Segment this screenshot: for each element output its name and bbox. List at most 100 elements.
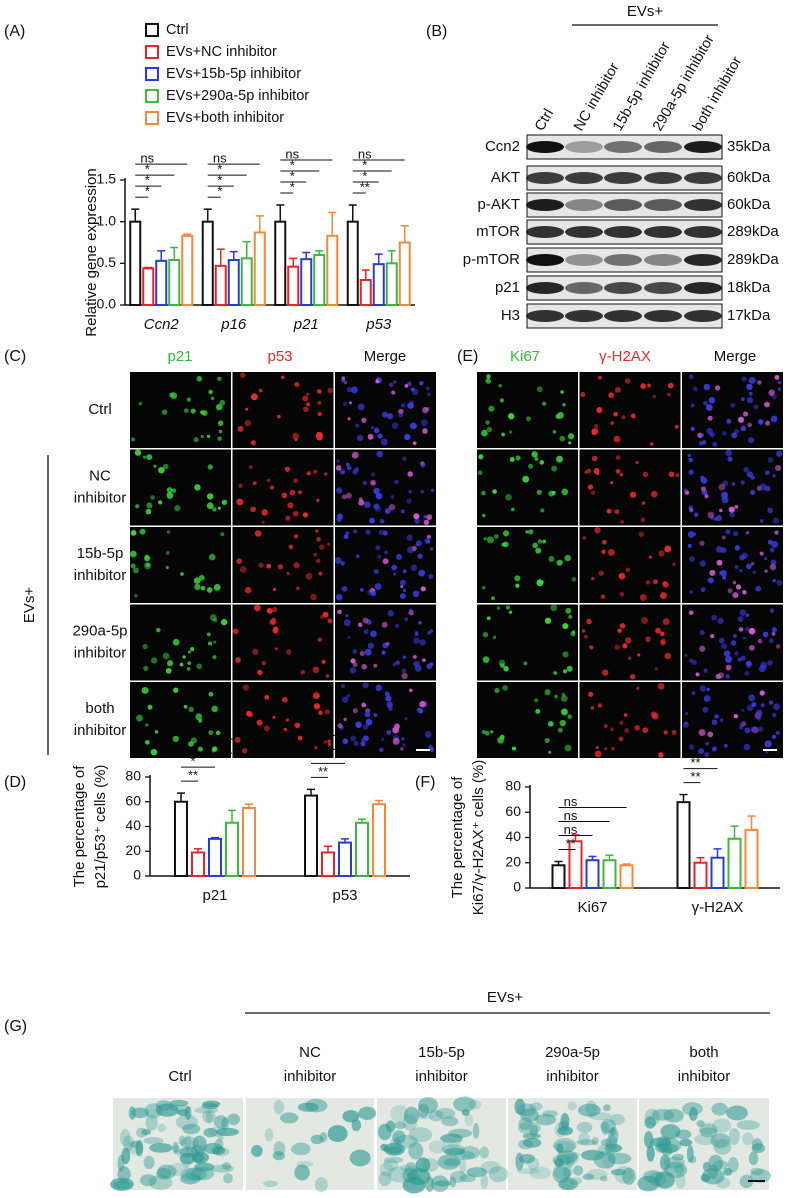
- bar: [253, 231, 266, 306]
- cell-dot: [640, 517, 646, 523]
- cell-dot: [157, 500, 163, 505]
- cell-dot: [281, 696, 288, 703]
- stain-blob: [608, 1126, 619, 1145]
- cell-dot: [629, 673, 636, 680]
- cell-dot: [544, 617, 552, 624]
- cell-dot: [145, 508, 152, 515]
- stain-blob: [149, 1142, 173, 1153]
- cell-dot: [171, 488, 177, 493]
- stain-blob: [554, 1157, 564, 1168]
- legend-swatch: [145, 111, 159, 125]
- stain-blob: [434, 1180, 452, 1187]
- cell-dot: [294, 722, 301, 729]
- stain-blob: [559, 1152, 579, 1166]
- error-bar: [228, 809, 236, 823]
- stain-blob: [342, 1110, 360, 1123]
- cell-dot: [738, 627, 744, 632]
- cell-dot: [232, 628, 239, 635]
- cell-dot: [773, 703, 780, 711]
- stain-blob: [280, 1112, 299, 1124]
- micrograph: [232, 449, 334, 526]
- panel-label: (G): [4, 1018, 27, 1035]
- cell-dot: [571, 577, 577, 582]
- cell-dot: [493, 534, 499, 540]
- cell-dot: [718, 483, 726, 491]
- stain-blob: [480, 1173, 488, 1190]
- error-bar: [679, 793, 688, 803]
- stain-blob: [202, 1109, 216, 1124]
- x-tick-label: γ-H2AX: [692, 899, 744, 916]
- cell-dot: [767, 507, 774, 514]
- cell-dot: [360, 588, 364, 592]
- stain-blob: [643, 1170, 663, 1183]
- stain-blob: [444, 1147, 466, 1156]
- cell-dot: [200, 434, 204, 439]
- blot-band: [526, 141, 564, 153]
- cell-dot: [187, 661, 192, 666]
- error-bar: [157, 250, 166, 261]
- cell-dot: [776, 579, 783, 586]
- cell-dot: [207, 641, 213, 646]
- cell-dot: [645, 580, 651, 585]
- stain-blob: [672, 1153, 684, 1161]
- cell-dot: [704, 752, 710, 758]
- cell-dot: [705, 404, 713, 411]
- cell-dot: [739, 722, 745, 728]
- cell-dot: [346, 387, 353, 393]
- micrograph: [477, 682, 578, 758]
- cell-dot: [689, 590, 693, 594]
- cell-dot: [703, 668, 708, 673]
- cell-dot: [503, 666, 509, 672]
- cell-dot: [764, 485, 771, 492]
- cell-dot: [248, 712, 254, 718]
- cell-dot: [313, 703, 321, 710]
- cell-dot: [687, 543, 692, 548]
- cell-dot: [771, 540, 779, 548]
- cell-dot: [316, 536, 321, 542]
- blot-band: [684, 199, 722, 211]
- cell-dot: [755, 585, 762, 592]
- bar: [242, 806, 256, 877]
- cell-dot: [296, 586, 300, 590]
- stain-blob: [576, 1121, 593, 1133]
- stain-blob: [221, 1162, 232, 1170]
- cell-dot: [564, 744, 572, 752]
- cell-dot: [362, 724, 369, 730]
- cell-dot: [166, 492, 174, 499]
- bar: [168, 259, 181, 306]
- bar: [372, 803, 386, 877]
- cell-dot: [536, 489, 542, 495]
- cell-dot: [745, 613, 750, 617]
- cell-dot: [313, 553, 318, 557]
- cell-dot: [562, 403, 566, 407]
- bar: [155, 259, 168, 307]
- cell-dot: [737, 657, 742, 662]
- cell-dot: [357, 403, 365, 411]
- significance-label: *: [290, 179, 295, 194]
- cell-dot: [730, 640, 737, 646]
- error-bar: [588, 855, 597, 861]
- cell-dot: [316, 498, 320, 503]
- cell-dot: [337, 723, 343, 729]
- stain-blob: [708, 1154, 723, 1172]
- cell-dot: [369, 517, 376, 524]
- cell-dot: [748, 694, 756, 702]
- cell-dot: [534, 698, 539, 703]
- cell-dot: [388, 706, 393, 711]
- stain-blob: [681, 1102, 703, 1116]
- cell-dot: [327, 542, 331, 546]
- cell-dot: [293, 562, 300, 569]
- cell-dot: [584, 470, 588, 474]
- cell-dot: [349, 667, 357, 674]
- cell-dot: [196, 663, 203, 670]
- stain-blob: [600, 1118, 616, 1134]
- cell-dot: [674, 425, 679, 429]
- cell-dot: [430, 488, 435, 493]
- cell-dot: [345, 531, 350, 535]
- cell-dot: [239, 372, 246, 378]
- cell-dot: [688, 374, 694, 380]
- stain-blob: [110, 1177, 134, 1191]
- stain-blob: [459, 1145, 481, 1160]
- cell-dot: [421, 419, 428, 427]
- cell-dot: [254, 530, 262, 537]
